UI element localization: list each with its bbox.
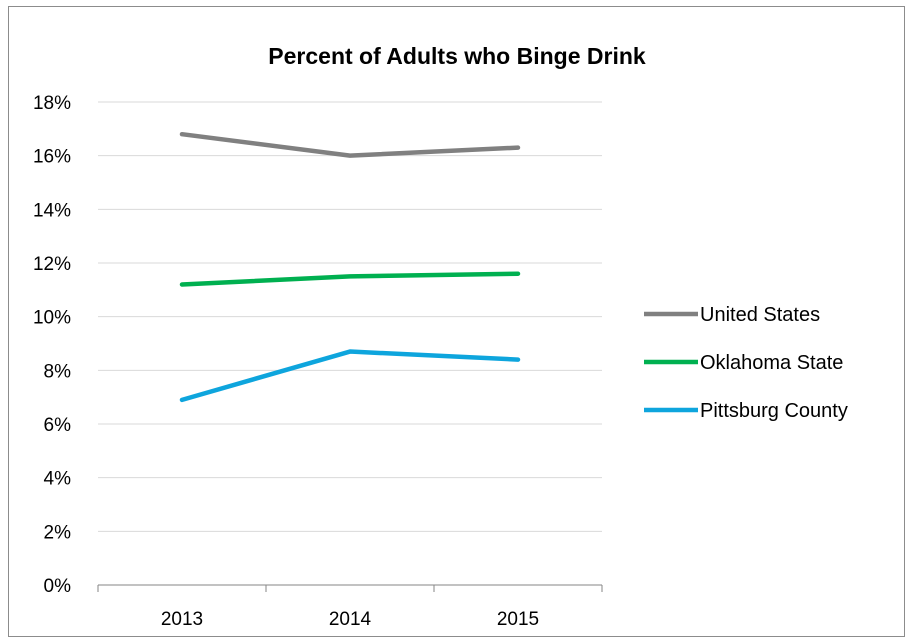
x-axis-labels: 2013 2014 2015 <box>161 609 539 630</box>
x-tick-label: 2014 <box>329 609 372 630</box>
legend-label: Oklahoma State <box>700 352 843 374</box>
y-tick-label: 0% <box>44 576 72 597</box>
y-tick-label: 12% <box>33 254 71 275</box>
y-tick-label: 4% <box>44 469 72 490</box>
chart-title: Percent of Adults who Binge Drink <box>268 43 646 69</box>
x-tick-label: 2015 <box>497 609 539 630</box>
series-line <box>179 349 521 403</box>
x-tick-label: 2013 <box>161 609 203 630</box>
legend-label: Pittsburg County <box>700 400 848 422</box>
y-tick-label: 16% <box>33 147 71 168</box>
chart-frame: Percent of Adults who Binge Drink 0% 2% 4%… <box>8 6 905 637</box>
line-chart: Percent of Adults who Binge Drink 0% 2% 4%… <box>33 43 848 630</box>
y-tick-label: 10% <box>33 308 71 329</box>
legend: United States Oklahoma State Pittsburg Cou… <box>644 304 848 422</box>
y-tick-label: 18% <box>33 93 71 114</box>
y-tick-label: 14% <box>33 200 71 221</box>
y-axis-labels: 0% 2% 4% 6% 8% 10% 12% 14% 16% 18% <box>33 93 71 597</box>
series-line <box>179 271 521 287</box>
series-lines <box>179 131 521 403</box>
legend-label: United States <box>700 304 820 326</box>
gridlines <box>98 101 602 532</box>
axes <box>97 584 603 592</box>
y-tick-label: 2% <box>44 522 72 543</box>
series-line <box>179 131 521 158</box>
y-tick-label: 6% <box>44 415 72 436</box>
y-tick-label: 8% <box>44 361 72 382</box>
